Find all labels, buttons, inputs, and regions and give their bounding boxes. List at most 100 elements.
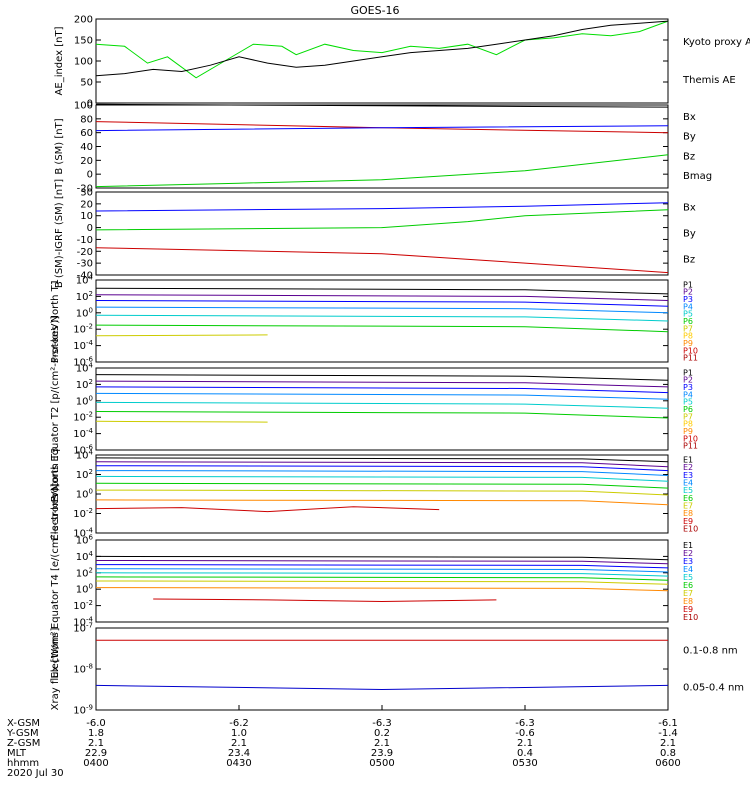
- y-tick-label: 150: [74, 36, 93, 47]
- legend-entry: E10: [683, 613, 698, 622]
- footer-date: 2020 Jul 30: [7, 768, 64, 779]
- y-tick-label: 10-4: [73, 427, 93, 440]
- series-e4: [95, 568, 669, 573]
- legend-entry: P11: [683, 354, 698, 363]
- y-tick-label: 40: [80, 142, 93, 153]
- legend-entry: E8: [683, 597, 693, 606]
- footer-value: -0.6: [515, 728, 535, 739]
- legend-entry: Bmag: [683, 171, 712, 182]
- legend-entry: P5: [683, 310, 693, 319]
- series-e9: [153, 598, 497, 603]
- y-tick-label: 102: [76, 378, 93, 391]
- legend-entry: P8: [683, 332, 693, 341]
- series-e5: [95, 572, 669, 577]
- series-e2: [95, 560, 669, 565]
- y-tick-label: 104: [76, 274, 94, 287]
- series-0-05-0-4-nm: [95, 684, 669, 691]
- footer-value: 0500: [369, 758, 394, 769]
- legend-entry: By: [683, 229, 696, 240]
- series-by: [95, 209, 669, 231]
- legend-entry: E7: [683, 501, 693, 510]
- y-tick-label: 10-2: [73, 507, 93, 520]
- legend-entry: Bx: [683, 203, 696, 214]
- series-e1: [95, 555, 669, 561]
- y-tick-label: 20: [80, 156, 93, 167]
- y-tick-label: 200: [74, 15, 93, 26]
- series-p7: [95, 420, 268, 423]
- series-p4: [95, 392, 669, 400]
- series-p2: [95, 294, 669, 301]
- footer-row-label: Y-GSM: [6, 728, 39, 739]
- y-tick-label: 20: [80, 199, 93, 210]
- legend-entry: P6: [683, 405, 693, 414]
- footer-row-label: Z-GSM: [7, 738, 40, 749]
- series-e7: [95, 580, 669, 585]
- series-p3: [95, 386, 669, 394]
- y-axis-label: AE_index [nT]: [54, 26, 65, 95]
- panel-frame: [95, 367, 669, 451]
- series-e5: [95, 475, 669, 482]
- footer-value: -6.2: [229, 718, 249, 729]
- series-p5: [95, 401, 669, 409]
- legend-entry: E9: [683, 605, 693, 614]
- panel-frame: [95, 191, 669, 276]
- legend-entry: Themis AE: [682, 75, 736, 86]
- series-p3: [95, 300, 669, 307]
- legend-entry: E2: [683, 463, 693, 472]
- series-bx: [95, 125, 669, 132]
- series-p1: [95, 287, 669, 295]
- y-tick-label: 104: [76, 449, 94, 462]
- y-tick-label: 10-2: [73, 599, 93, 612]
- legend-entry: E9: [683, 517, 693, 526]
- legend-entry: E4: [683, 479, 693, 488]
- y-tick-label: 0: [87, 99, 93, 110]
- y-tick-label: 100: [76, 488, 93, 501]
- footer-value: 0600: [655, 758, 680, 769]
- y-tick-label: 100: [74, 57, 93, 68]
- legend-entry: E6: [683, 494, 693, 503]
- footer-value: -6.0: [86, 718, 106, 729]
- footer-value: 23.4: [228, 748, 250, 759]
- y-tick-label: 100: [76, 394, 93, 407]
- y-tick-label: 104: [76, 362, 94, 375]
- series-e3: [95, 564, 669, 569]
- series-bz: [95, 121, 669, 134]
- series-p6: [95, 324, 669, 333]
- legend-entry: E1: [683, 456, 693, 465]
- legend-entry: P2: [683, 376, 693, 385]
- series-e6: [95, 576, 669, 581]
- footer-row-label: MLT: [7, 748, 27, 759]
- y-tick-label: 10-9: [73, 704, 93, 717]
- series-e1: [95, 457, 669, 463]
- legend-entry: E2: [683, 549, 693, 558]
- legend-entry: E5: [683, 573, 693, 582]
- legend-entry: P9: [683, 427, 693, 436]
- legend-entry: E3: [683, 557, 693, 566]
- legend-entry: P2: [683, 288, 693, 297]
- y-axis-label: Protons Equator T2 [p/(cm²-s-sr-keV)]: [50, 316, 61, 503]
- footer-value: 1.0: [231, 728, 247, 739]
- series-e9: [95, 506, 440, 513]
- y-tick-label: 0: [87, 170, 93, 181]
- legend-entry: P5: [683, 398, 693, 407]
- legend-entry: E8: [683, 509, 693, 518]
- y-tick-label: 102: [76, 468, 93, 481]
- y-tick-label: 50: [80, 78, 93, 89]
- panel-frame: [95, 279, 669, 363]
- y-axis-label: Protons North T1: [50, 279, 61, 363]
- legend-entry: Kyoto proxy AE: [683, 37, 750, 48]
- y-tick-label: -20: [77, 247, 93, 258]
- legend-entry: P7: [683, 412, 693, 421]
- series-bz: [95, 247, 669, 274]
- series-themis-ae: [95, 20, 669, 77]
- footer-value: 2.1: [517, 738, 533, 749]
- legend-entry: P3: [683, 295, 693, 304]
- legend-entry: P6: [683, 317, 693, 326]
- y-tick-label: 10-2: [73, 323, 93, 336]
- y-tick-label: -40: [77, 271, 93, 282]
- legend-entry: Bx: [683, 112, 696, 123]
